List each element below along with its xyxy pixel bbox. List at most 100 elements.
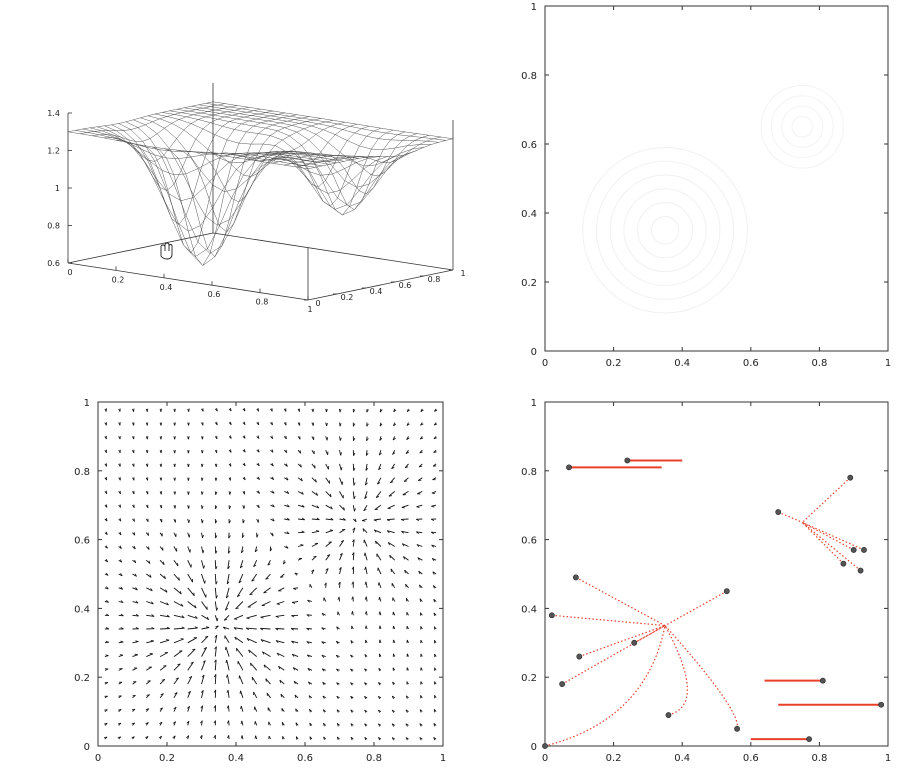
quiver-arrow <box>159 573 166 580</box>
quiver-arrowhead <box>405 695 408 699</box>
quiver-arrowhead <box>241 534 245 538</box>
quiver-arrow <box>238 573 244 584</box>
quiver-arrowhead <box>279 679 282 684</box>
quiver-arrowhead <box>269 548 273 552</box>
quiver-arrowhead <box>431 518 435 521</box>
quiver-frame <box>97 401 444 747</box>
quiver-arrow <box>339 553 343 561</box>
quiver-arrowhead <box>103 736 108 739</box>
quiver-arrowhead <box>159 707 163 710</box>
quiver-arrowhead <box>246 638 250 642</box>
quiver-arrow <box>365 596 368 602</box>
quiver-arrow <box>417 490 423 495</box>
quiver-arrowhead <box>206 616 210 620</box>
contour-line <box>760 84 844 169</box>
quiver-arrowhead <box>366 438 369 442</box>
quiver-arrowhead <box>201 505 204 509</box>
quiver-arrowhead <box>351 596 354 600</box>
quiver-arrow <box>391 582 396 589</box>
quiver-arrowhead <box>391 709 395 713</box>
quiver-arrowhead <box>353 452 356 456</box>
quiver-arrow <box>390 568 396 575</box>
surface-mesh-line <box>259 131 406 210</box>
quiver-arrow <box>236 647 244 657</box>
quiver-arrow <box>201 627 210 630</box>
quiver-arrowhead <box>233 627 237 630</box>
quiver-arrow <box>201 647 207 657</box>
traj-ytick-label: 0.8 <box>521 467 537 478</box>
quiver-arrowhead <box>379 438 383 441</box>
quiver-arrowhead <box>365 611 367 615</box>
quiver-arrow <box>339 491 344 499</box>
quiver-arrow <box>132 587 138 591</box>
surface-mesh-line <box>147 115 388 194</box>
quiver-arrowhead <box>365 625 367 629</box>
quiver-arrowhead <box>158 735 162 739</box>
surface-mesh-line <box>199 121 346 177</box>
quiver-arrowhead <box>431 544 435 548</box>
quiver-arrow <box>365 463 368 471</box>
quiver-arrowhead <box>285 449 288 453</box>
quiver-arrowhead <box>378 582 380 586</box>
quiver-arrowhead <box>339 409 342 413</box>
quiver-arrowhead <box>226 689 229 694</box>
quiver-arrowhead <box>267 563 271 566</box>
quiver-arrow <box>417 557 423 561</box>
contour-ytick-label: 0.8 <box>521 71 537 82</box>
quiver-arrowhead <box>420 423 424 426</box>
quiver-arrowhead <box>326 408 328 413</box>
surface-ztick-label: 0.6 <box>47 259 60 268</box>
quiver-arrow <box>352 491 355 500</box>
quiver-arrowhead <box>286 477 289 481</box>
quiver-arrowhead <box>290 628 294 631</box>
quiver-arrow <box>389 554 396 561</box>
quiver-arrowhead <box>405 451 409 454</box>
quiver-xtick-label: 0.6 <box>297 753 313 764</box>
quiver-arrowhead <box>419 465 423 468</box>
quiver-arrow <box>279 679 285 685</box>
quiver-arrowhead <box>160 449 162 454</box>
quiver-arrowhead <box>406 423 410 426</box>
trajectory-path <box>664 590 728 627</box>
quiver-arrowhead <box>257 408 260 412</box>
quiver-arrowhead <box>419 451 423 454</box>
quiver-arrow <box>159 679 166 685</box>
quiver-arrow <box>325 529 334 534</box>
quiver-arrowhead <box>145 722 149 725</box>
quiver-arrowhead <box>271 476 275 480</box>
quiver-arrowhead <box>354 508 356 512</box>
trajectory-path <box>801 521 854 551</box>
quiver-arrowhead <box>378 611 381 615</box>
quiver-arrowhead <box>254 735 256 739</box>
quiver-arrow <box>201 614 209 620</box>
quiver-arrowhead <box>362 520 366 522</box>
quiver-arrow <box>236 587 244 597</box>
quiver-arrowhead <box>145 736 149 739</box>
quiver-arrow <box>214 560 217 570</box>
quiver-arrowhead <box>350 654 353 658</box>
quiver-arrowhead <box>260 616 264 619</box>
quiver-arrow <box>402 543 409 547</box>
quiver-arrow <box>325 518 334 521</box>
quiver-arrow <box>173 546 178 552</box>
quiver-arrowhead <box>120 600 124 603</box>
quiver-arrowhead <box>230 435 232 439</box>
quiver-arrow <box>387 530 395 534</box>
quiver-arrowhead <box>250 662 252 667</box>
quiver-arrow <box>325 463 329 470</box>
quiver-arrowhead <box>353 467 356 471</box>
quiver-arrowhead <box>242 520 245 524</box>
surface-xtick-label: 0.8 <box>256 298 269 307</box>
quiver-arrowhead <box>190 661 194 664</box>
quiver-arrowhead <box>120 572 123 577</box>
quiver-arrowhead <box>187 690 191 694</box>
quiver-arrow <box>373 518 381 521</box>
quiver-arrowhead <box>120 613 124 617</box>
surface-ztick-label: 0.8 <box>47 222 60 231</box>
quiver-arrowhead <box>434 423 438 426</box>
quiver-arrowhead <box>350 682 353 686</box>
quiver-arrow <box>240 705 244 712</box>
quiver-arrow <box>239 560 244 569</box>
quiver-arrowhead <box>378 467 382 471</box>
quiver-arrowhead <box>243 449 246 453</box>
